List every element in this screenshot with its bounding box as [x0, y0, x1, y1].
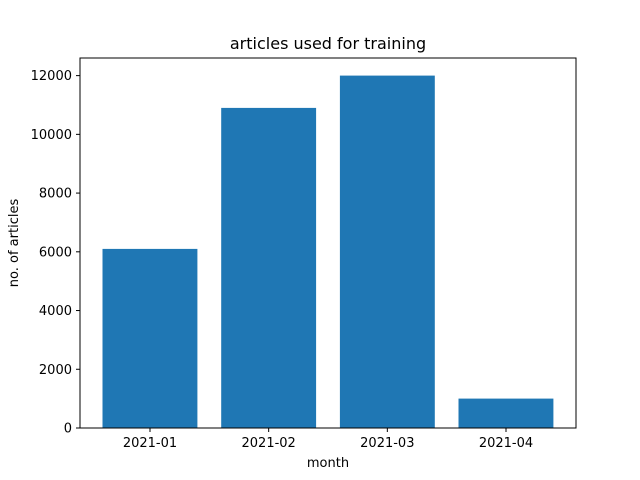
x-tick-label: 2021-03 [360, 436, 414, 451]
y-tick-label: 10000 [31, 128, 72, 143]
x-tick-label: 2021-02 [242, 436, 296, 451]
y-tick-label: 8000 [39, 187, 72, 202]
y-axis-ticks: 0 2000 4000 6000 8000 10000 12000 [31, 69, 80, 437]
y-tick-label: 12000 [31, 69, 72, 84]
x-tick-label: 2021-04 [479, 436, 533, 451]
bar-2021-01 [102, 248, 198, 428]
y-axis-label: no. of articles [7, 199, 22, 288]
y-tick-label: 2000 [39, 363, 72, 378]
bar-2021-03 [339, 75, 435, 428]
y-tick-label: 0 [64, 422, 72, 437]
x-axis-ticks: 2021-01 2021-02 2021-03 2021-04 [123, 428, 533, 451]
bars-group [102, 75, 554, 429]
bar-2021-02 [221, 107, 317, 429]
plot-frame [79, 57, 577, 429]
x-tick-label: 2021-01 [123, 436, 177, 451]
y-tick-label: 6000 [39, 245, 72, 260]
chart-title: articles used for training [230, 34, 426, 53]
bar-2021-04 [458, 398, 554, 428]
y-tick-label: 4000 [39, 304, 72, 319]
x-axis-label: month [307, 456, 349, 471]
